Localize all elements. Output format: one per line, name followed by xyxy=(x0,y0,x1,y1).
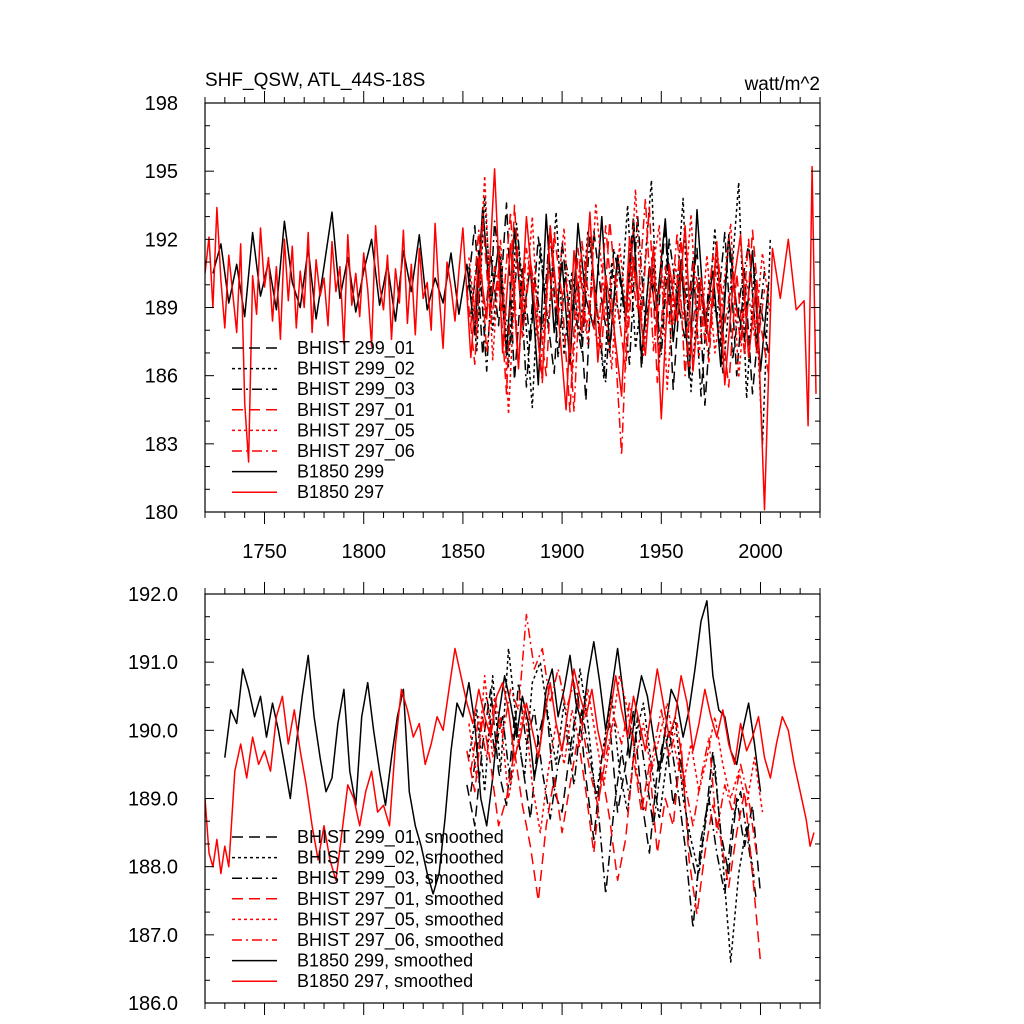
series-line-0-4 xyxy=(205,165,817,511)
y-tick-label: 191.0 xyxy=(128,652,178,674)
legend-entry: BHIST 299_02, smoothed xyxy=(297,848,504,869)
series-line-0-2 xyxy=(468,179,772,445)
legend-entry: BHIST 297_06, smoothed xyxy=(297,930,504,951)
series-line-0-5 xyxy=(466,204,770,413)
legend-entry: BHIST 299_01 xyxy=(297,338,415,359)
y-tick-label: 189.0 xyxy=(128,789,178,811)
series-line-1-6 xyxy=(468,675,764,834)
legend-entry: BHIST 297_01, smoothed xyxy=(297,889,504,910)
series-line-1-3 xyxy=(470,681,758,929)
x-tick-label: 1900 xyxy=(540,541,585,563)
legend-entry: B1850 299, smoothed xyxy=(297,951,473,971)
units-label: watt/m^2 xyxy=(744,74,820,95)
x-tick-label: 1850 xyxy=(441,541,486,563)
series-line-0-6 xyxy=(468,174,772,416)
legend-entry: BHIST 299_01, smoothed xyxy=(297,827,504,848)
y-tick-label: 189 xyxy=(145,298,178,320)
legend-entry: BHIST 299_03 xyxy=(297,379,415,400)
y-tick-label: 186 xyxy=(145,366,178,388)
chart-title: SHF_QSW, ATL_44S-18S xyxy=(205,70,425,91)
legend-entry: B1850 297, smoothed xyxy=(297,971,473,991)
y-tick-label: 195 xyxy=(145,161,178,183)
y-tick-label: 180 xyxy=(145,502,178,524)
legend-entry: B1850 297 xyxy=(297,482,384,502)
legend-entry: BHIST 297_05 xyxy=(297,420,415,441)
series-line-1-5 xyxy=(466,715,762,963)
series-line-0-3 xyxy=(470,213,766,397)
y-tick-label: 187.0 xyxy=(128,925,178,947)
y-tick-label: 192.0 xyxy=(128,584,178,606)
x-tick-label: 1750 xyxy=(242,541,287,563)
y-tick-label: 186.0 xyxy=(128,993,178,1015)
x-tick-label: 2000 xyxy=(738,541,783,563)
legend-entry: B1850 299 xyxy=(297,462,384,482)
series-line-0-7 xyxy=(470,197,766,456)
y-tick-label: 183 xyxy=(145,434,178,456)
legend-entry: BHIST 299_02 xyxy=(297,359,415,380)
series-line-1-4 xyxy=(205,647,815,882)
x-tick-label: 1950 xyxy=(639,541,684,563)
y-tick-label: 188.0 xyxy=(128,857,178,879)
y-tick-label: 198 xyxy=(145,93,178,115)
legend-entry: BHIST 297_05, smoothed xyxy=(297,909,504,930)
y-tick-label: 190.0 xyxy=(128,720,178,742)
legend-entry: BHIST 297_06 xyxy=(297,441,415,462)
y-tick-label: 192 xyxy=(145,229,178,251)
legend-entry: BHIST 299_03, smoothed xyxy=(297,868,504,889)
series-line-1-2 xyxy=(468,647,756,963)
x-tick-label: 1800 xyxy=(341,541,386,563)
legend-entry: BHIST 297_01 xyxy=(297,400,415,421)
series-line-0-1 xyxy=(466,202,770,406)
